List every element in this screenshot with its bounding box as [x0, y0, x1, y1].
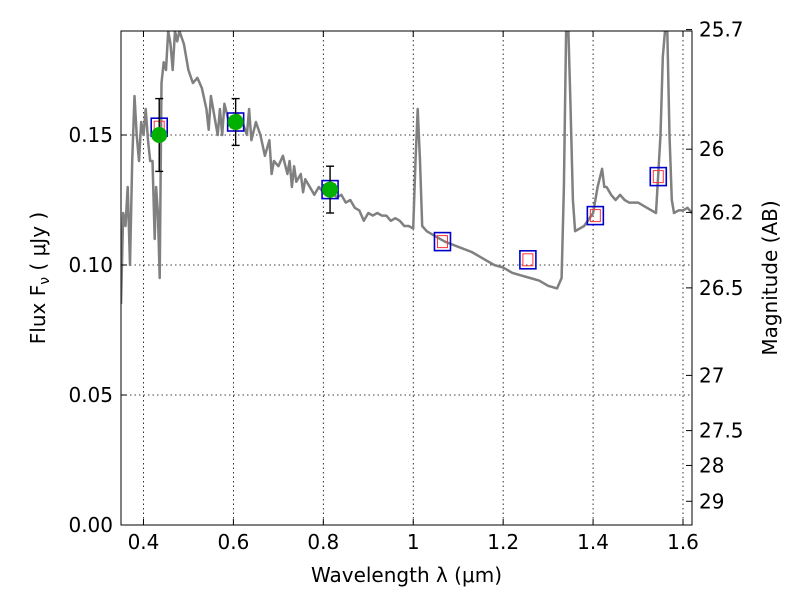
- observed-marker: [322, 181, 339, 198]
- x-tick-label: 1: [407, 530, 420, 554]
- magnitude-tick-label: 29: [699, 489, 724, 513]
- magnitude-tick-label: 25.7: [699, 18, 744, 42]
- magnitude-tick-label: 27.5: [699, 419, 744, 443]
- y-axis-title-unit: ( μJy ): [26, 212, 50, 277]
- magnitude-tick-label: 26: [699, 137, 724, 161]
- x-tick-label: 1.4: [577, 530, 609, 554]
- x-tick-label: 1.2: [487, 530, 519, 554]
- y-axis-title-main: Flux F: [26, 285, 50, 344]
- y-tick-label: 0.15: [68, 123, 113, 147]
- observed-point: [151, 97, 168, 173]
- model-box-outer: [649, 166, 668, 187]
- x-tick-label: 1.6: [667, 530, 699, 554]
- model-photometry-point: [649, 166, 668, 187]
- x-tick-label: 0.4: [128, 530, 160, 554]
- y-tick-label: 0.00: [68, 513, 113, 537]
- y-axis-title-sub: ν: [37, 277, 53, 285]
- plot-frame: [120, 30, 693, 526]
- x-axis-title: Wavelength λ (μm): [311, 563, 502, 587]
- marker-layer: [150, 97, 668, 270]
- curve-layer: [121, 31, 692, 305]
- observed-marker: [151, 127, 168, 143]
- magnitude-tick-label: 26.5: [699, 276, 744, 300]
- model-photometry-point: [586, 205, 605, 226]
- y-axis-title: Flux Fν ( μJy ): [26, 212, 53, 344]
- model-box-inner: [589, 209, 601, 223]
- model-photometry-point: [519, 250, 537, 270]
- model-photometry-point: [433, 231, 452, 252]
- tick-layer: 0.4 0.6 0.8 1 1.2 1.4 1.6 0.00 0.05 0.10 0.15 25.7 2…: [68, 18, 743, 554]
- x-tick-label: 0.8: [307, 530, 339, 554]
- model-box-outer: [433, 231, 452, 252]
- y-tick-label: 0.05: [68, 383, 113, 407]
- x-tick-label: 0.6: [217, 530, 249, 554]
- observed-marker: [227, 114, 244, 130]
- observed-point: [322, 165, 339, 214]
- model-box-outer: [586, 205, 605, 226]
- model-box-inner: [436, 235, 448, 249]
- magnitude-tick-label: 28: [699, 453, 724, 477]
- observed-point: [227, 97, 244, 147]
- model-box-outer: [519, 250, 537, 270]
- model-box-inner: [522, 253, 534, 267]
- model-spectrum-line: [121, 31, 692, 305]
- y-tick-label: 0.10: [68, 253, 113, 277]
- magnitude-axis-title: Magnitude (AB): [758, 200, 782, 355]
- magnitude-tick-label: 26.2: [699, 200, 744, 224]
- magnitude-tick-label: 27: [699, 363, 724, 387]
- model-box-inner: [652, 170, 664, 184]
